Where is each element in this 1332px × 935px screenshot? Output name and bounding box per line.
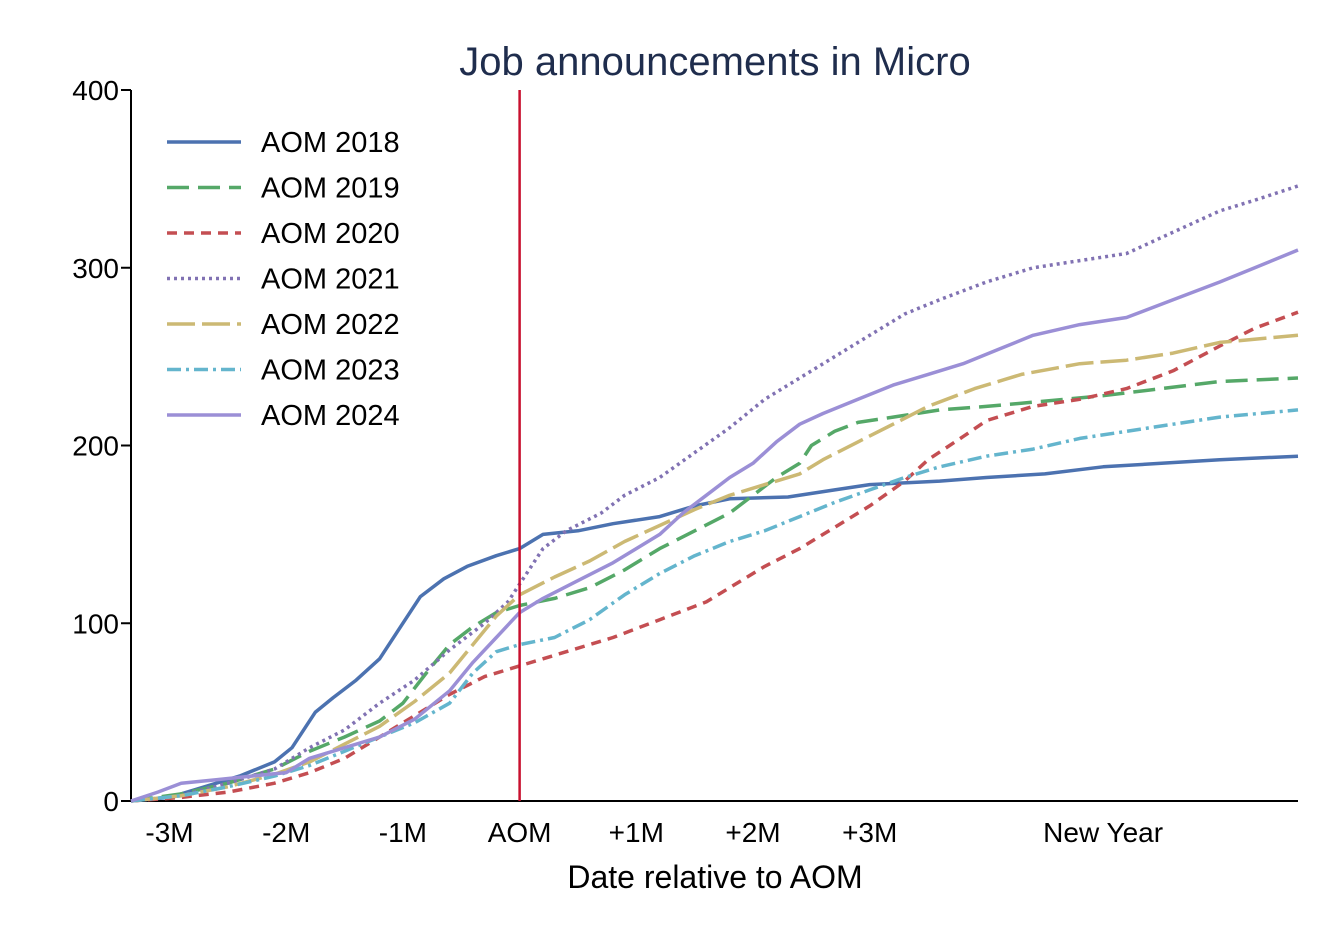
legend-label: AOM 2024 bbox=[261, 400, 400, 432]
series-line bbox=[130, 408, 1299, 803]
series-line bbox=[130, 454, 1299, 803]
plot-area: 0 100 200 300 400 -3M -2M -1M AOM +1M +2M +3M New Ye… bbox=[72, 75, 1299, 848]
y-tick-label: 100 bbox=[72, 608, 119, 639]
legend-label: AOM 2023 bbox=[261, 355, 400, 387]
y-tick-label: 300 bbox=[72, 253, 119, 284]
x-tick-label: +3M bbox=[842, 817, 897, 848]
series-line bbox=[130, 184, 1299, 803]
x-tick-label: -1M bbox=[379, 817, 427, 848]
x-tick-label: -2M bbox=[262, 817, 310, 848]
legend-label: AOM 2021 bbox=[261, 264, 400, 296]
series-line bbox=[130, 333, 1299, 803]
y-tick-label: 200 bbox=[72, 431, 119, 462]
series-line bbox=[130, 376, 1299, 803]
x-tick-label: New Year bbox=[1043, 817, 1163, 848]
chart-title: Job announcements in Micro bbox=[459, 40, 970, 84]
legend-label: AOM 2018 bbox=[261, 127, 400, 159]
legend-label: AOM 2019 bbox=[261, 173, 400, 205]
legend-label: AOM 2020 bbox=[261, 218, 400, 250]
x-tick-label: -3M bbox=[145, 817, 193, 848]
x-tick-label: +2M bbox=[725, 817, 780, 848]
x-tick-label: AOM bbox=[488, 817, 552, 848]
x-axis-label: Date relative to AOM bbox=[567, 859, 862, 895]
series-line bbox=[130, 310, 1299, 803]
x-tick-label: +1M bbox=[609, 817, 664, 848]
series-line bbox=[130, 248, 1299, 803]
legend-label: AOM 2022 bbox=[261, 309, 400, 341]
y-tick-label: 400 bbox=[72, 75, 119, 106]
y-tick-label: 0 bbox=[103, 786, 119, 817]
